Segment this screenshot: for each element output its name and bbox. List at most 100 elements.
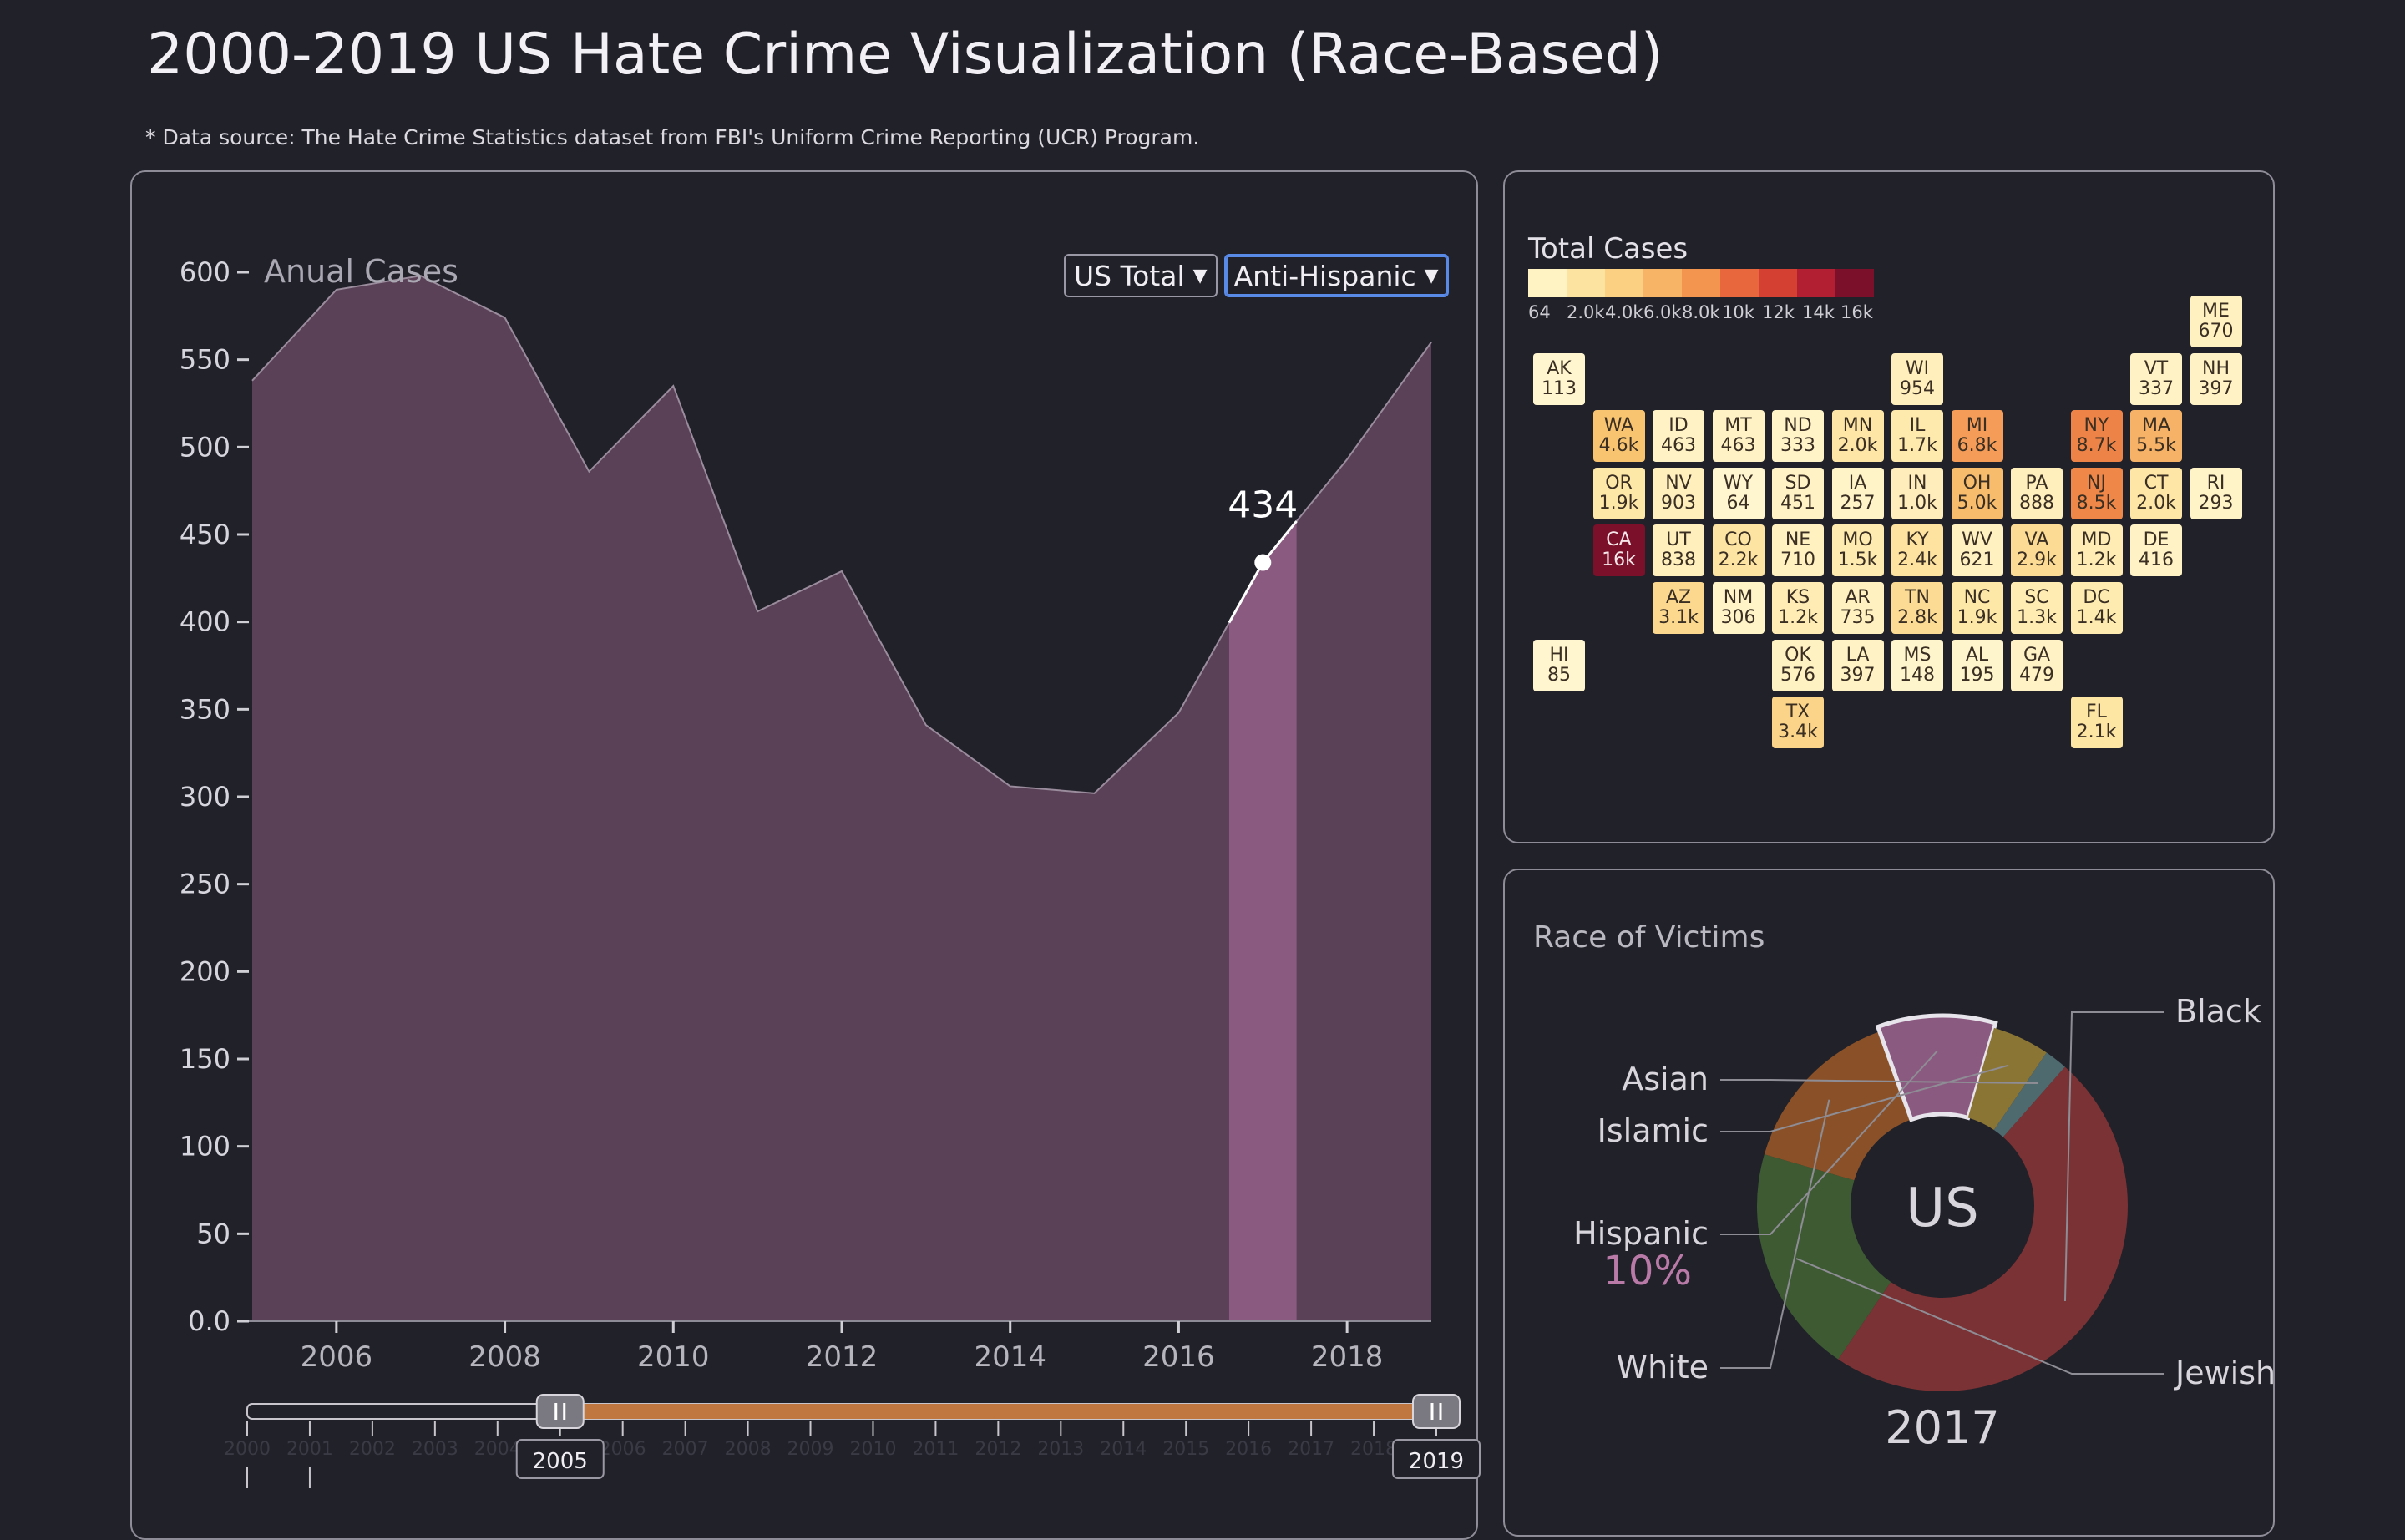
state-tile-nd[interactable]: ND 333 [1772, 410, 1824, 463]
bias-select[interactable]: Anti-Hispanic ▼ [1223, 254, 1449, 297]
state-value: 1.5k [1837, 550, 1878, 571]
data-source-note: * Data source: The Hate Crime Statistics… [145, 125, 1200, 149]
state-tile-al[interactable]: AL 195 [1951, 639, 2003, 691]
state-tile-me[interactable]: ME 670 [2190, 296, 2242, 347]
state-abbr: NJ [2087, 472, 2106, 494]
state-tile-ut[interactable]: UT 838 [1653, 524, 1704, 577]
race-of-victims-panel [1503, 869, 2275, 1537]
state-tile-or[interactable]: OR 1.9k [1592, 467, 1645, 519]
state-abbr: KS [1785, 587, 1810, 608]
state-abbr: AZ [1665, 587, 1692, 608]
state-tile-co[interactable]: CO 2.2k [1712, 524, 1765, 577]
state-abbr: LA [1846, 644, 1870, 666]
state-tile-id[interactable]: ID 463 [1653, 410, 1704, 463]
state-tile-ny[interactable]: NY 8.7k [2070, 410, 2123, 463]
state-tile-ak[interactable]: AK 113 [1533, 352, 1585, 405]
region-select[interactable]: US Total ▼ [1064, 254, 1218, 297]
state-tile-ma[interactable]: MA 5.5k [2130, 410, 2182, 463]
state-tile-hi[interactable]: HI 85 [1533, 639, 1585, 691]
state-tile-il[interactable]: IL 1.7k [1891, 410, 1943, 463]
state-value: 5.0k [1957, 492, 1997, 514]
state-abbr: ND [1784, 415, 1812, 437]
state-tile-az[interactable]: AZ 3.1k [1653, 582, 1704, 634]
state-value: 397 [1840, 664, 1876, 686]
state-tile-mt[interactable]: MT 463 [1712, 410, 1765, 463]
slider-year-label: 2015 [1162, 1439, 1209, 1460]
x-tick-label: 2008 [468, 1340, 541, 1374]
state-abbr: AL [1965, 644, 1989, 666]
state-value: 463 [1720, 435, 1756, 457]
state-tile-ok[interactable]: OK 576 [1772, 639, 1824, 691]
state-tile-mn[interactable]: MN 2.0k [1831, 410, 1884, 463]
state-tile-tx[interactable]: TX 3.4k [1772, 697, 1824, 749]
state-value: 195 [1959, 664, 1995, 686]
state-tile-oh[interactable]: OH 5.0k [1951, 467, 2003, 519]
state-tile-wy[interactable]: WY 64 [1712, 467, 1765, 519]
state-tile-ca[interactable]: CA 16k [1592, 524, 1645, 577]
state-tile-nv[interactable]: NV 903 [1653, 467, 1704, 519]
state-tile-la[interactable]: LA 397 [1831, 639, 1884, 691]
y-tick-label: 200 [180, 955, 230, 987]
state-value: 3.1k [1658, 607, 1699, 628]
slider-end-handle[interactable] [1412, 1394, 1461, 1429]
legend-label: 14k [1802, 302, 1835, 322]
y-tick-label: 400 [180, 606, 230, 638]
state-tile-mo[interactable]: MO 1.5k [1831, 524, 1884, 577]
state-abbr: OH [1962, 472, 1992, 494]
state-value: 3.4k [1778, 722, 1818, 743]
state-tile-ia[interactable]: IA 257 [1831, 467, 1884, 519]
state-abbr: OR [1605, 472, 1633, 494]
state-tile-tn[interactable]: TN 2.8k [1891, 582, 1943, 634]
state-tile-ar[interactable]: AR 735 [1831, 582, 1884, 634]
state-tile-fl[interactable]: FL 2.1k [2070, 697, 2123, 749]
state-tile-wv[interactable]: WV 621 [1951, 524, 2003, 577]
state-value: 1.7k [1897, 435, 1937, 457]
state-tile-sd[interactable]: SD 451 [1772, 467, 1824, 519]
state-tile-nc[interactable]: NC 1.9k [1951, 582, 2003, 634]
state-value: 4.6k [1598, 435, 1639, 457]
state-tile-ri[interactable]: RI 293 [2190, 467, 2242, 519]
highlight-band[interactable] [1228, 521, 1297, 1321]
state-tile-in[interactable]: IN 1.0k [1891, 467, 1943, 519]
state-value: 954 [1900, 377, 1935, 399]
state-tile-va[interactable]: VA 2.9k [2011, 524, 2063, 577]
state-tile-ne[interactable]: NE 710 [1772, 524, 1824, 577]
state-tile-wi[interactable]: WI 954 [1891, 352, 1943, 405]
state-abbr: NY [2083, 415, 2109, 437]
state-tile-ks[interactable]: KS 1.2k [1772, 582, 1824, 634]
state-tile-ms[interactable]: MS 148 [1891, 639, 1943, 691]
state-tile-dc[interactable]: DC 1.4k [2070, 582, 2123, 634]
y-tick-label: 150 [180, 1043, 230, 1075]
state-tile-nh[interactable]: NH 397 [2190, 352, 2242, 405]
state-tile-de[interactable]: DE 416 [2130, 524, 2182, 577]
state-tile-nj[interactable]: NJ 8.5k [2070, 467, 2123, 519]
state-abbr: HI [1549, 644, 1569, 666]
y-tick-label: 0.0 [188, 1305, 230, 1337]
state-tile-mi[interactable]: MI 6.8k [1951, 410, 2003, 463]
state-abbr: SC [2024, 587, 2049, 608]
state-tile-ct[interactable]: CT 2.0k [2130, 467, 2182, 519]
y-tick-label: 500 [180, 431, 230, 463]
slider-year-label: 2007 [662, 1439, 709, 1460]
state-tile-nm[interactable]: NM 306 [1712, 582, 1765, 634]
state-value: 670 [2198, 321, 2234, 342]
state-tile-ky[interactable]: KY 2.4k [1891, 524, 1943, 577]
state-value: 148 [1900, 664, 1935, 686]
state-value: 16k [1602, 550, 1636, 571]
slider-year-label: 2004 [474, 1439, 521, 1460]
slider-start-handle[interactable] [535, 1394, 585, 1429]
state-tile-wa[interactable]: WA 4.6k [1592, 410, 1645, 463]
state-tile-md[interactable]: MD 1.2k [2070, 524, 2123, 577]
legend-swatch [1528, 269, 1567, 297]
state-tile-vt[interactable]: VT 337 [2130, 352, 2182, 405]
state-tile-pa[interactable]: PA 888 [2011, 467, 2063, 519]
state-abbr: CT [2144, 472, 2169, 494]
highlight-point[interactable] [1254, 554, 1272, 571]
state-value: 8.7k [2076, 435, 2117, 457]
state-abbr: NM [1723, 587, 1754, 608]
state-value: 293 [2198, 492, 2234, 514]
state-tile-sc[interactable]: SC 1.3k [2011, 582, 2063, 634]
state-tile-ga[interactable]: GA 479 [2011, 639, 2063, 691]
state-value: 621 [1959, 550, 1995, 571]
legend-swatch [1567, 269, 1605, 297]
